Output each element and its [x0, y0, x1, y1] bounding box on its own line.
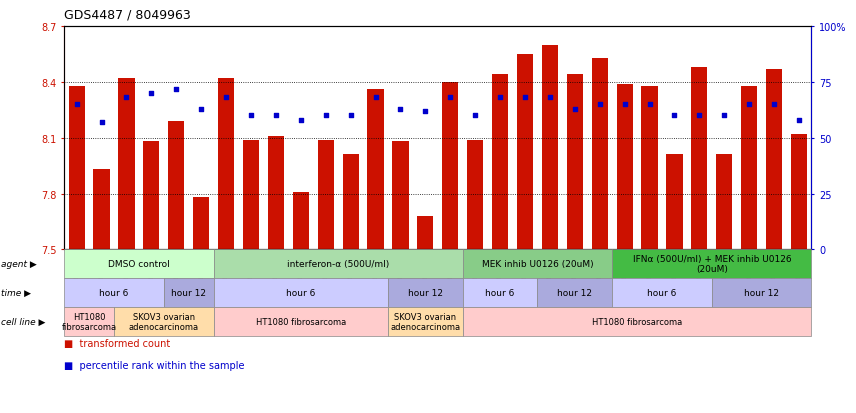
Point — [717, 113, 731, 119]
Bar — [143, 142, 159, 250]
Bar — [443, 83, 459, 250]
Point — [643, 102, 657, 108]
Bar — [641, 86, 657, 250]
Bar — [168, 122, 184, 250]
Bar — [716, 155, 733, 250]
Text: hour 6: hour 6 — [99, 288, 128, 297]
Point — [593, 102, 607, 108]
Bar — [193, 198, 210, 250]
Point — [169, 86, 183, 93]
Point — [518, 95, 532, 102]
Text: ■  percentile rank within the sample: ■ percentile rank within the sample — [64, 361, 245, 370]
Text: interferon-α (500U/ml): interferon-α (500U/ml) — [287, 259, 389, 268]
Bar — [93, 170, 110, 250]
Point — [70, 102, 84, 108]
Bar — [616, 85, 633, 250]
Bar — [318, 140, 334, 250]
Point — [568, 106, 582, 113]
Bar — [118, 79, 134, 250]
Point — [244, 113, 258, 119]
Text: HT1080 fibrosarcoma: HT1080 fibrosarcoma — [256, 317, 346, 326]
Point — [742, 102, 756, 108]
Text: hour 12: hour 12 — [557, 288, 592, 297]
Text: ■  transformed count: ■ transformed count — [64, 338, 170, 348]
Text: MEK inhib U0126 (20uM): MEK inhib U0126 (20uM) — [482, 259, 593, 268]
Text: hour 6: hour 6 — [286, 288, 316, 297]
Point — [294, 117, 307, 124]
Point — [369, 95, 383, 102]
Text: hour 12: hour 12 — [171, 288, 206, 297]
Bar — [666, 155, 682, 250]
Text: hour 12: hour 12 — [744, 288, 779, 297]
Point — [219, 95, 233, 102]
Bar — [542, 45, 558, 250]
Point — [493, 95, 507, 102]
Bar — [218, 79, 235, 250]
Bar — [791, 135, 807, 250]
Text: hour 6: hour 6 — [647, 288, 677, 297]
Bar — [567, 75, 583, 250]
Text: hour 6: hour 6 — [485, 288, 514, 297]
Text: SKOV3 ovarian
adenocarcinoma: SKOV3 ovarian adenocarcinoma — [390, 312, 461, 331]
Point — [95, 119, 109, 126]
Point — [120, 95, 134, 102]
Point — [269, 113, 282, 119]
Point — [319, 113, 333, 119]
Point — [668, 113, 681, 119]
Text: hour 12: hour 12 — [408, 288, 443, 297]
Bar — [467, 140, 484, 250]
Point — [792, 117, 805, 124]
Point — [344, 113, 358, 119]
Bar — [342, 155, 359, 250]
Point — [394, 106, 407, 113]
Text: time ▶: time ▶ — [1, 288, 31, 297]
Text: SKOV3 ovarian
adenocarcinoma: SKOV3 ovarian adenocarcinoma — [128, 312, 199, 331]
Point — [468, 113, 482, 119]
Bar — [492, 75, 508, 250]
Text: IFNα (500U/ml) + MEK inhib U0126
(20uM): IFNα (500U/ml) + MEK inhib U0126 (20uM) — [633, 254, 791, 273]
Bar — [367, 90, 383, 250]
Bar — [268, 137, 284, 250]
Point — [419, 108, 432, 115]
Bar — [293, 192, 309, 250]
Bar — [243, 140, 259, 250]
Point — [145, 90, 158, 97]
Bar — [692, 68, 708, 250]
Text: HT1080 fibrosarcoma: HT1080 fibrosarcoma — [592, 317, 682, 326]
Text: cell line ▶: cell line ▶ — [1, 317, 45, 326]
Point — [693, 113, 706, 119]
Text: HT1080
fibrosarcoma: HT1080 fibrosarcoma — [62, 312, 116, 331]
Text: DMSO control: DMSO control — [108, 259, 169, 268]
Text: agent ▶: agent ▶ — [1, 259, 37, 268]
Bar — [68, 86, 85, 250]
Bar — [741, 86, 758, 250]
Point — [543, 95, 556, 102]
Bar — [392, 142, 408, 250]
Text: GDS4487 / 8049963: GDS4487 / 8049963 — [64, 8, 191, 21]
Bar — [766, 69, 782, 250]
Bar — [417, 216, 433, 250]
Point — [618, 102, 632, 108]
Point — [767, 102, 781, 108]
Bar — [591, 59, 608, 250]
Point — [443, 95, 457, 102]
Point — [194, 106, 208, 113]
Bar — [517, 55, 533, 250]
